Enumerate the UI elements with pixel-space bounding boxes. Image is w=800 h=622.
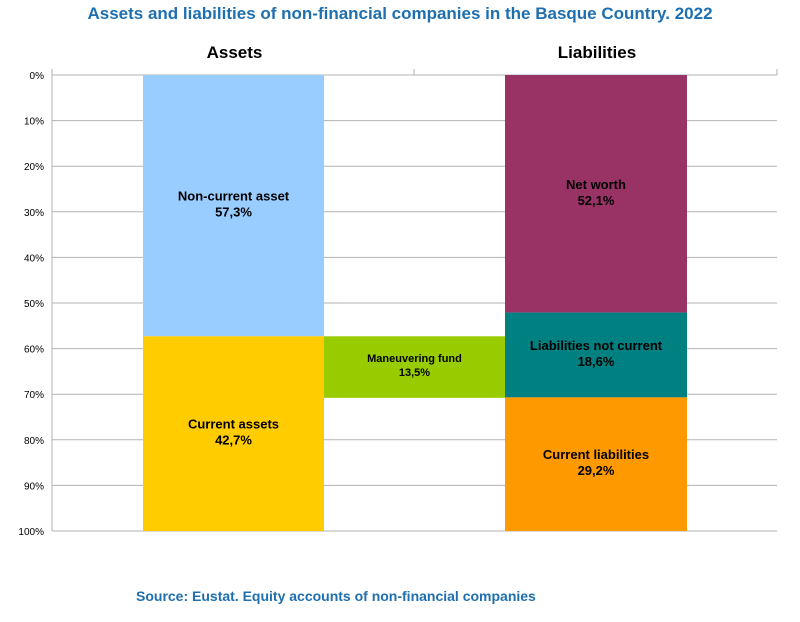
segment-current-liabilities-value-label: 29,2% [578, 463, 615, 478]
segment-maneuvering-fund-value-label: 13,5% [399, 367, 430, 379]
chart-source: Source: Eustat. Equity accounts of non-f… [136, 588, 536, 604]
y-tick-label: 90% [24, 481, 44, 492]
y-tick-label: 0% [30, 71, 45, 82]
segment-liabilities-not-current-name-label: Liabilities not current [530, 338, 663, 353]
y-tick-label: 70% [24, 390, 44, 401]
segment-current-liabilities [505, 397, 687, 531]
segment-current-assets [143, 336, 324, 531]
segment-non-current-asset [143, 75, 324, 337]
category-label-assets: Assets [207, 43, 263, 62]
segment-current-liabilities-name-label: Current liabilities [543, 447, 649, 462]
segment-liabilities-not-current [505, 312, 687, 398]
y-tick-label: 10% [24, 117, 44, 128]
segment-current-assets-name-label: Current assets [188, 417, 279, 432]
y-tick-label: 30% [24, 208, 44, 219]
y-tick-label: 20% [24, 162, 44, 173]
y-tick-label: 100% [18, 527, 44, 538]
y-tick-label: 60% [24, 345, 44, 356]
category-label-liabilities: Liabilities [558, 43, 636, 62]
segment-maneuvering-fund-name-label: Maneuvering fund [367, 353, 462, 365]
y-tick-label: 40% [24, 253, 44, 264]
segment-net-worth-value-label: 52,1% [578, 193, 615, 208]
y-tick-label: 80% [24, 436, 44, 447]
segment-maneuvering-fund [324, 336, 505, 398]
segment-net-worth-name-label: Net worth [566, 177, 626, 192]
segment-non-current-asset-value-label: 57,3% [215, 205, 252, 220]
segment-current-assets-value-label: 42,7% [215, 433, 252, 448]
segment-non-current-asset-name-label: Non-current asset [178, 189, 290, 204]
chart-title: Assets and liabilities of non-financial … [87, 4, 713, 23]
segment-net-worth [505, 75, 687, 313]
y-tick-label: 50% [24, 299, 44, 310]
segment-liabilities-not-current-value-label: 18,6% [578, 354, 615, 369]
